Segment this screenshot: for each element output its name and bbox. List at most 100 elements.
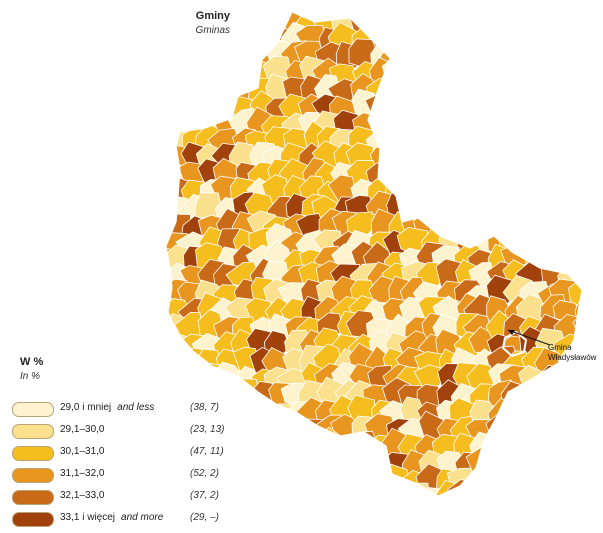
gmina-area <box>280 419 312 444</box>
gmina-area <box>280 454 308 479</box>
legend-unit-title: W % <box>20 356 44 368</box>
gmina-area <box>522 225 550 256</box>
gmina-area <box>505 415 532 444</box>
gmina-area <box>464 176 497 207</box>
gmina-area <box>522 125 551 153</box>
gmina-area <box>558 12 582 18</box>
legend-label: 29,0 i mniej and less <box>60 402 154 413</box>
gmina-area <box>519 12 548 41</box>
gmina-area <box>518 158 551 190</box>
gmina-area <box>265 412 294 444</box>
gmina-area <box>245 397 276 429</box>
gmina-area <box>483 192 515 225</box>
gmina-area <box>231 415 263 441</box>
gmina-area <box>435 162 469 191</box>
gmina-area <box>453 129 482 159</box>
gmina-area <box>399 12 428 34</box>
gmina-area <box>522 412 554 442</box>
gmina-area <box>398 89 430 117</box>
gmina-area <box>535 27 562 54</box>
gmina-area <box>369 106 395 136</box>
legend-label-pl: 31,1–32,0 <box>60 468 105 479</box>
gmina-area <box>573 449 582 481</box>
gmina-area <box>536 160 566 190</box>
gmina-area <box>403 12 430 24</box>
gmina-area <box>431 43 461 74</box>
gmina-area <box>397 59 426 91</box>
gmina-area <box>166 211 173 241</box>
gmina-area <box>420 45 451 72</box>
gmina-area <box>294 12 327 18</box>
gmina-area <box>469 467 495 496</box>
gmina-area <box>519 209 552 239</box>
gmina-area <box>481 72 512 102</box>
gmina-area <box>452 21 483 53</box>
gmina-area <box>519 399 546 425</box>
gmina-area <box>569 144 582 171</box>
gmina-area <box>519 485 547 496</box>
gmina-area <box>382 12 412 36</box>
gmina-area <box>435 90 460 125</box>
gmina-area <box>524 382 548 409</box>
gmina-area <box>398 107 429 137</box>
gmina-area <box>192 78 227 105</box>
gmina-area <box>365 12 398 37</box>
gmina-area <box>468 27 496 54</box>
gmina-area <box>166 54 179 87</box>
callout-arrow-icon <box>508 330 515 335</box>
gmina-area <box>317 12 349 20</box>
gmina-area <box>245 450 274 484</box>
gmina-area <box>549 179 582 212</box>
gmina-area <box>415 18 448 51</box>
legend-swatch <box>12 402 54 417</box>
gmina-area <box>268 450 297 480</box>
legend-swatch <box>12 512 54 527</box>
gmina-area <box>311 469 343 496</box>
gmina-area <box>251 12 277 21</box>
gmina-area <box>570 78 582 103</box>
legend-label-pl: 29,1–30,0 <box>60 424 105 435</box>
gmina-area <box>227 447 258 478</box>
gmina-area <box>571 176 582 206</box>
gmina-area <box>499 480 530 496</box>
gmina-area <box>397 192 432 221</box>
gmina-area <box>557 361 582 393</box>
legend-label-pl: 29,0 i mniej <box>60 402 112 413</box>
gmina-area <box>569 56 582 88</box>
gmina-area <box>489 95 521 126</box>
gmina-area <box>166 111 181 139</box>
gmina-area <box>517 467 549 496</box>
gmina-area <box>485 480 515 496</box>
gmina-area <box>519 73 549 100</box>
gmina-area <box>538 487 571 496</box>
gmina-area <box>363 12 398 23</box>
gmina-area <box>501 399 532 428</box>
gmina-area <box>469 74 501 103</box>
gmina-area <box>433 26 463 55</box>
gmina-area <box>449 141 478 169</box>
gmina-area <box>470 37 501 72</box>
gmina-area <box>549 485 580 496</box>
gmina-area <box>551 196 582 223</box>
gmina-area <box>166 401 187 431</box>
gmina-area <box>166 173 176 204</box>
gmina-area <box>565 90 582 119</box>
legend-count: (37, 2) <box>190 490 219 501</box>
gmina-area <box>517 434 549 466</box>
gmina-area <box>299 487 330 496</box>
gmina-area <box>435 176 464 207</box>
gmina-area <box>556 157 582 188</box>
gmina-area <box>566 12 582 34</box>
gmina-area <box>380 12 415 18</box>
gmina-area <box>467 193 493 225</box>
gmina-area <box>382 128 413 158</box>
gmina-area <box>234 25 263 56</box>
legend-label-en: and more <box>121 512 164 523</box>
gmina-area <box>519 20 549 55</box>
gmina-area <box>419 126 447 155</box>
legend-label: 33,1 i więcej and more <box>60 512 163 523</box>
legend-label-pl: 32,1–33,0 <box>60 490 105 501</box>
gmina-area <box>548 37 579 71</box>
gmina-area <box>166 74 194 106</box>
gmina-area <box>486 12 513 38</box>
